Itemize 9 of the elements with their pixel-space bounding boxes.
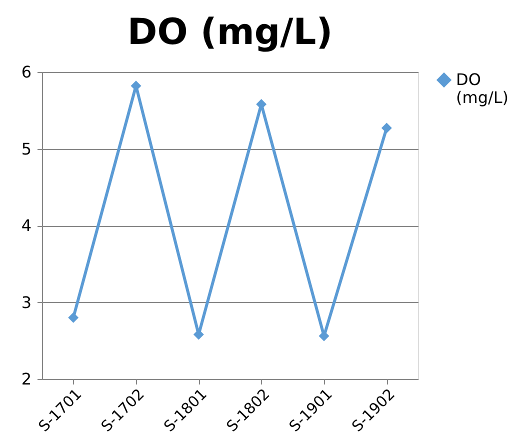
y-tick-label: 2 <box>21 370 32 388</box>
point <box>381 122 392 134</box>
y-tick-label: 5 <box>21 139 32 158</box>
y-tick-label: 4 <box>21 216 32 235</box>
legend-label: DO (mg/L) <box>456 70 509 107</box>
chart-title: DO (mg/L) <box>127 12 333 53</box>
y-tick-label: 3 <box>21 292 32 312</box>
point <box>68 312 79 323</box>
y-tick-label: 6 <box>21 62 32 82</box>
